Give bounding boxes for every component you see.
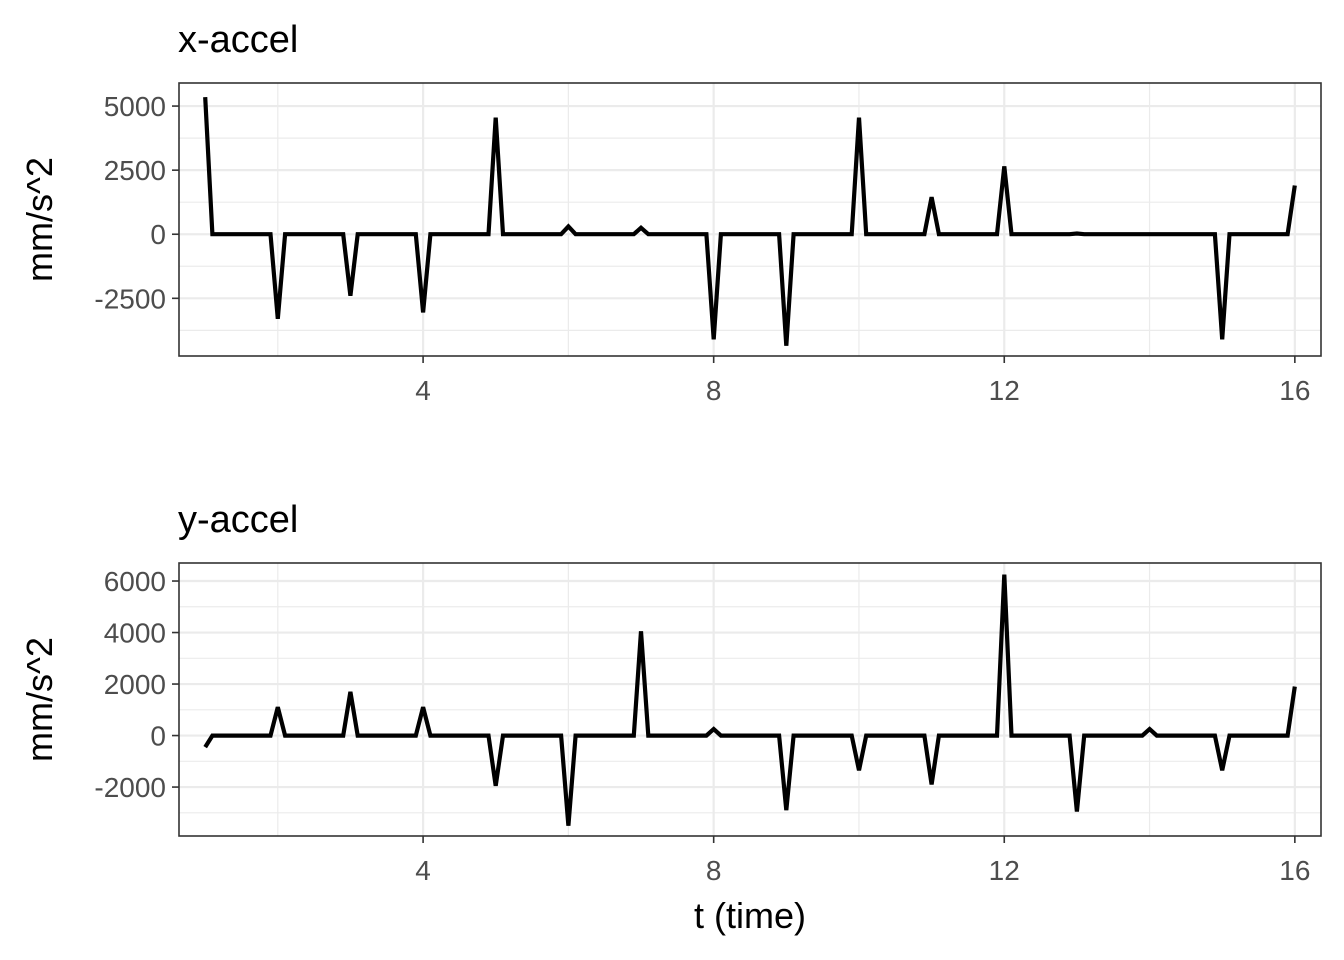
- y-axis-title: mm/s^2: [19, 637, 60, 762]
- x-axis-title: t (time): [694, 895, 806, 936]
- y-tick-label: 0: [150, 721, 166, 752]
- panel-border: [178, 562, 1322, 837]
- x-tick-label: 8: [706, 375, 722, 406]
- panel-background: [179, 563, 1321, 836]
- panel-1: 4 8 12 16 -2000 0 2000 4000 6000 y-accel mm/s^2 t (…: [19, 499, 1322, 936]
- y-tick-label: 0: [150, 219, 166, 250]
- y-tick-label: 2000: [104, 669, 166, 700]
- panel-title: x-accel: [178, 19, 298, 61]
- panel-border: [178, 82, 1322, 357]
- x-tick-label: 8: [706, 855, 722, 886]
- y-tick-label: 6000: [104, 566, 166, 597]
- x-tick-label: 12: [989, 855, 1020, 886]
- y-tick-label: -2500: [94, 283, 166, 314]
- panel-background: [179, 83, 1321, 356]
- x-tick-label: 16: [1279, 375, 1310, 406]
- panel-0: 4 8 12 16 -2500 0 2500 5000 x-accel mm/s^2: [19, 19, 1322, 406]
- x-tick-label: 4: [415, 375, 431, 406]
- panel-title: y-accel: [178, 499, 298, 541]
- y-tick-label: 4000: [104, 618, 166, 649]
- y-axis-title: mm/s^2: [19, 157, 60, 282]
- x-tick-label: 4: [415, 855, 431, 886]
- y-tick-label: 2500: [104, 155, 166, 186]
- x-tick-label: 12: [989, 375, 1020, 406]
- x-tick-label: 16: [1279, 855, 1310, 886]
- series-line-0: [203, 574, 1297, 826]
- y-tick-label: -2000: [94, 772, 166, 803]
- y-tick-label: 5000: [104, 91, 166, 122]
- series-line-0: [203, 96, 1297, 346]
